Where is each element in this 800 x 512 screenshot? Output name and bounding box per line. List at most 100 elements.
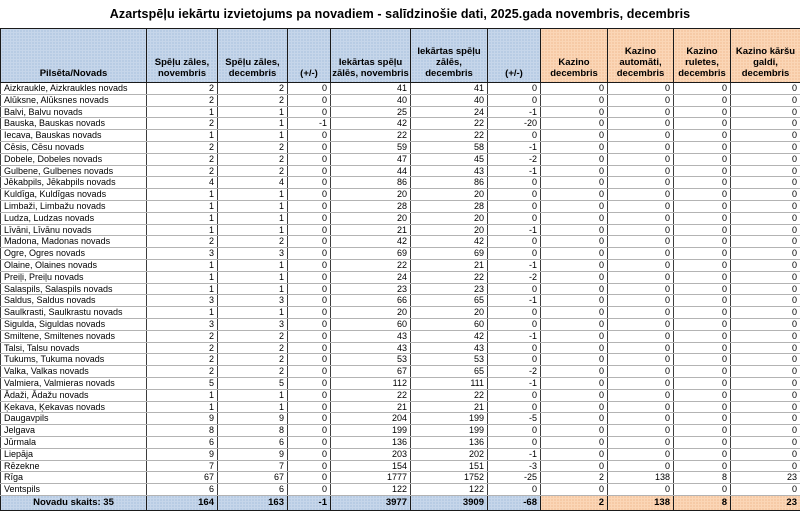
- value-cell-kazino-ruletes-decembris: 0: [673, 176, 731, 190]
- value-cell-kazino-decembris: 0: [540, 353, 608, 367]
- value-cell-col3: 0: [287, 164, 331, 178]
- value-cell-sp-u-z-les-decembris: 7: [217, 459, 288, 473]
- value-cell-sp-u-z-les-decembris: 1: [217, 117, 288, 131]
- value-cell-kazino-ruletes-decembris: 0: [673, 435, 731, 449]
- value-cell-sp-u-z-les-novembris: 6: [146, 435, 218, 449]
- municipality-cell: Aizkraukle, Aizkraukles novads: [0, 82, 147, 95]
- value-cell-iek-rtas-sp-u-z-l-s-decembris: 42: [410, 329, 488, 343]
- value-cell-iek-rtas-sp-u-z-l-s-novembris: 122: [330, 483, 411, 496]
- value-cell-kazino-autom-ti-decembris: 0: [607, 93, 674, 107]
- value-cell-kazino-k-r-u-galdi-decembris: 0: [730, 188, 800, 201]
- value-cell-kazino-k-r-u-galdi-decembris: 0: [730, 82, 800, 95]
- value-cell-kazino-k-r-u-galdi-decembris: 0: [730, 353, 800, 367]
- totals-value-sp-u-z-les-novembris: 164: [146, 494, 218, 511]
- column-header-col6: (+/-): [487, 28, 541, 83]
- value-cell-kazino-autom-ti-decembris: 0: [607, 211, 674, 225]
- value-cell-kazino-autom-ti-decembris: 0: [607, 435, 674, 449]
- value-cell-sp-u-z-les-decembris: 2: [217, 353, 288, 367]
- column-header-iek-rtas-sp-u-z-l-s-novembris: Iekārtas spēļu zālēs, novembris: [330, 28, 411, 83]
- value-cell-sp-u-z-les-decembris: 2: [217, 93, 288, 107]
- municipality-cell: Sigulda, Siguldas novads: [0, 317, 147, 331]
- value-cell-sp-u-z-les-novembris: 1: [146, 400, 218, 414]
- value-cell-kazino-decembris: 0: [540, 140, 608, 154]
- value-cell-col3: 0: [287, 247, 331, 260]
- value-cell-kazino-ruletes-decembris: 0: [673, 105, 731, 119]
- municipality-cell: Iecava, Bauskas novads: [0, 129, 147, 142]
- value-cell-sp-u-z-les-novembris: 2: [146, 365, 218, 378]
- totals-value-kazino-decembris: 2: [540, 494, 608, 511]
- totals-value-sp-u-z-les-decembris: 163: [217, 494, 288, 511]
- value-cell-sp-u-z-les-novembris: 1: [146, 282, 218, 296]
- value-cell-iek-rtas-sp-u-z-l-s-novembris: 28: [330, 199, 411, 213]
- page-title: Azartspēļu iekārtu izvietojums pa novadi…: [109, 7, 691, 21]
- value-cell-iek-rtas-sp-u-z-l-s-decembris: 111: [410, 376, 488, 390]
- value-cell-col3: 0: [287, 129, 331, 142]
- value-cell-kazino-k-r-u-galdi-decembris: 0: [730, 341, 800, 355]
- value-cell-kazino-k-r-u-galdi-decembris: 0: [730, 282, 800, 296]
- value-cell-iek-rtas-sp-u-z-l-s-novembris: 22: [330, 258, 411, 272]
- municipality-cell: Rēzekne: [0, 459, 147, 473]
- value-cell-iek-rtas-sp-u-z-l-s-decembris: 65: [410, 365, 488, 378]
- value-cell-kazino-autom-ti-decembris: 0: [607, 129, 674, 142]
- column-header-sp-u-z-les-decembris: Spēļu zāles, decembris: [217, 28, 288, 83]
- value-cell-iek-rtas-sp-u-z-l-s-decembris: 199: [410, 424, 488, 437]
- table-row: Smiltene, Smiltenes novads 2 2 0 43 42 -1 0 0 0 0: [0, 329, 800, 343]
- municipality-cell: Kuldīga, Kuldīgas novads: [0, 188, 147, 201]
- value-cell-kazino-k-r-u-galdi-decembris: 0: [730, 211, 800, 225]
- value-cell-iek-rtas-sp-u-z-l-s-novembris: 41: [330, 82, 411, 95]
- value-cell-col6: 0: [487, 435, 541, 449]
- value-cell-kazino-decembris: 0: [540, 211, 608, 225]
- value-cell-col6: 0: [487, 247, 541, 260]
- value-cell-col3: 0: [287, 329, 331, 343]
- value-cell-kazino-k-r-u-galdi-decembris: 0: [730, 235, 800, 249]
- value-cell-sp-u-z-les-decembris: 2: [217, 329, 288, 343]
- table-body: Aizkraukle, Aizkraukles novads 2 2 0 41 41 0 0 0…: [0, 82, 800, 496]
- value-cell-iek-rtas-sp-u-z-l-s-decembris: 53: [410, 353, 488, 367]
- value-cell-kazino-ruletes-decembris: 0: [673, 211, 731, 225]
- table-row: Alūksne, Alūksnes novads 2 2 0 40 40 0 0 0 0 0: [0, 93, 800, 107]
- value-cell-kazino-autom-ti-decembris: 0: [607, 188, 674, 201]
- value-cell-kazino-decembris: 0: [540, 188, 608, 201]
- value-cell-iek-rtas-sp-u-z-l-s-novembris: 42: [330, 117, 411, 131]
- value-cell-col3: 0: [287, 376, 331, 390]
- value-cell-sp-u-z-les-novembris: 6: [146, 483, 218, 496]
- value-cell-iek-rtas-sp-u-z-l-s-decembris: 202: [410, 447, 488, 461]
- value-cell-sp-u-z-les-novembris: 3: [146, 294, 218, 308]
- value-cell-col6: 0: [487, 211, 541, 225]
- value-cell-sp-u-z-les-decembris: 3: [217, 317, 288, 331]
- value-cell-sp-u-z-les-novembris: 2: [146, 235, 218, 249]
- value-cell-kazino-decembris: 0: [540, 306, 608, 319]
- value-cell-iek-rtas-sp-u-z-l-s-novembris: 60: [330, 317, 411, 331]
- value-cell-sp-u-z-les-novembris: 2: [146, 329, 218, 343]
- value-cell-sp-u-z-les-decembris: 2: [217, 82, 288, 95]
- value-cell-sp-u-z-les-novembris: 2: [146, 117, 218, 131]
- column-header-sp-u-z-les-novembris: Spēļu zāles, novembris: [146, 28, 218, 83]
- value-cell-iek-rtas-sp-u-z-l-s-decembris: 43: [410, 341, 488, 355]
- value-cell-iek-rtas-sp-u-z-l-s-novembris: 20: [330, 211, 411, 225]
- value-cell-kazino-autom-ti-decembris: 0: [607, 282, 674, 296]
- value-cell-kazino-k-r-u-galdi-decembris: 0: [730, 247, 800, 260]
- value-cell-sp-u-z-les-novembris: 2: [146, 82, 218, 95]
- value-cell-kazino-autom-ti-decembris: 0: [607, 329, 674, 343]
- value-cell-sp-u-z-les-decembris: 9: [217, 447, 288, 461]
- value-cell-kazino-autom-ti-decembris: 0: [607, 164, 674, 178]
- value-cell-kazino-k-r-u-galdi-decembris: 0: [730, 329, 800, 343]
- value-cell-sp-u-z-les-novembris: 3: [146, 317, 218, 331]
- table-row: Līvāni, Līvānu novads 1 1 0 21 20 -1 0 0 0 0: [0, 223, 800, 237]
- municipality-cell: Rīga: [0, 471, 147, 485]
- municipality-cell: Gulbene, Gulbenes novads: [0, 164, 147, 178]
- value-cell-iek-rtas-sp-u-z-l-s-decembris: 136: [410, 435, 488, 449]
- value-cell-col6: -20: [487, 117, 541, 131]
- value-cell-sp-u-z-les-novembris: 1: [146, 258, 218, 272]
- value-cell-col6: 0: [487, 82, 541, 95]
- value-cell-iek-rtas-sp-u-z-l-s-decembris: 60: [410, 317, 488, 331]
- municipality-cell: Preiļi, Preiļu novads: [0, 270, 147, 284]
- table-row: Cēsis, Cēsu novads 2 2 0 59 58 -1 0 0 0 0: [0, 140, 800, 154]
- value-cell-sp-u-z-les-decembris: 5: [217, 376, 288, 390]
- value-cell-kazino-ruletes-decembris: 0: [673, 270, 731, 284]
- value-cell-sp-u-z-les-decembris: 1: [217, 400, 288, 414]
- value-cell-kazino-decembris: 0: [540, 317, 608, 331]
- value-cell-kazino-ruletes-decembris: 0: [673, 317, 731, 331]
- value-cell-col3: 0: [287, 447, 331, 461]
- value-cell-iek-rtas-sp-u-z-l-s-decembris: 86: [410, 176, 488, 190]
